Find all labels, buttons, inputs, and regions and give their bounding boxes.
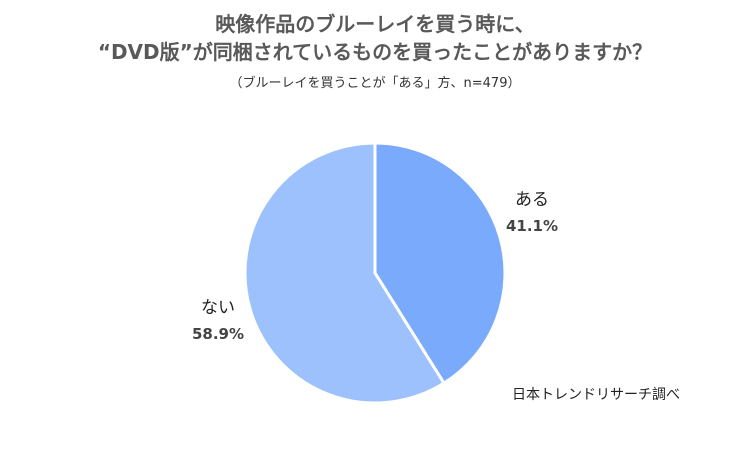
slice-label-1: ある xyxy=(515,190,549,210)
chart-title-line-2: “DVD版”が同梱されているものを買ったことがありますか？ xyxy=(97,40,653,64)
slice-label-2: ない xyxy=(201,298,235,318)
chart-subtitle: （ブルーレイを買うことが「ある」方、n=479） xyxy=(229,76,521,91)
chart-title-line-1: 映像作品のブルーレイを買う時に、 xyxy=(215,12,535,36)
slice-value-2: 58.9% xyxy=(192,325,244,343)
source-credit: 日本トレンドリサーチ調べ xyxy=(512,387,680,403)
pie-slice-2 xyxy=(243,141,446,405)
slice-value-1: 41.1% xyxy=(506,217,558,235)
